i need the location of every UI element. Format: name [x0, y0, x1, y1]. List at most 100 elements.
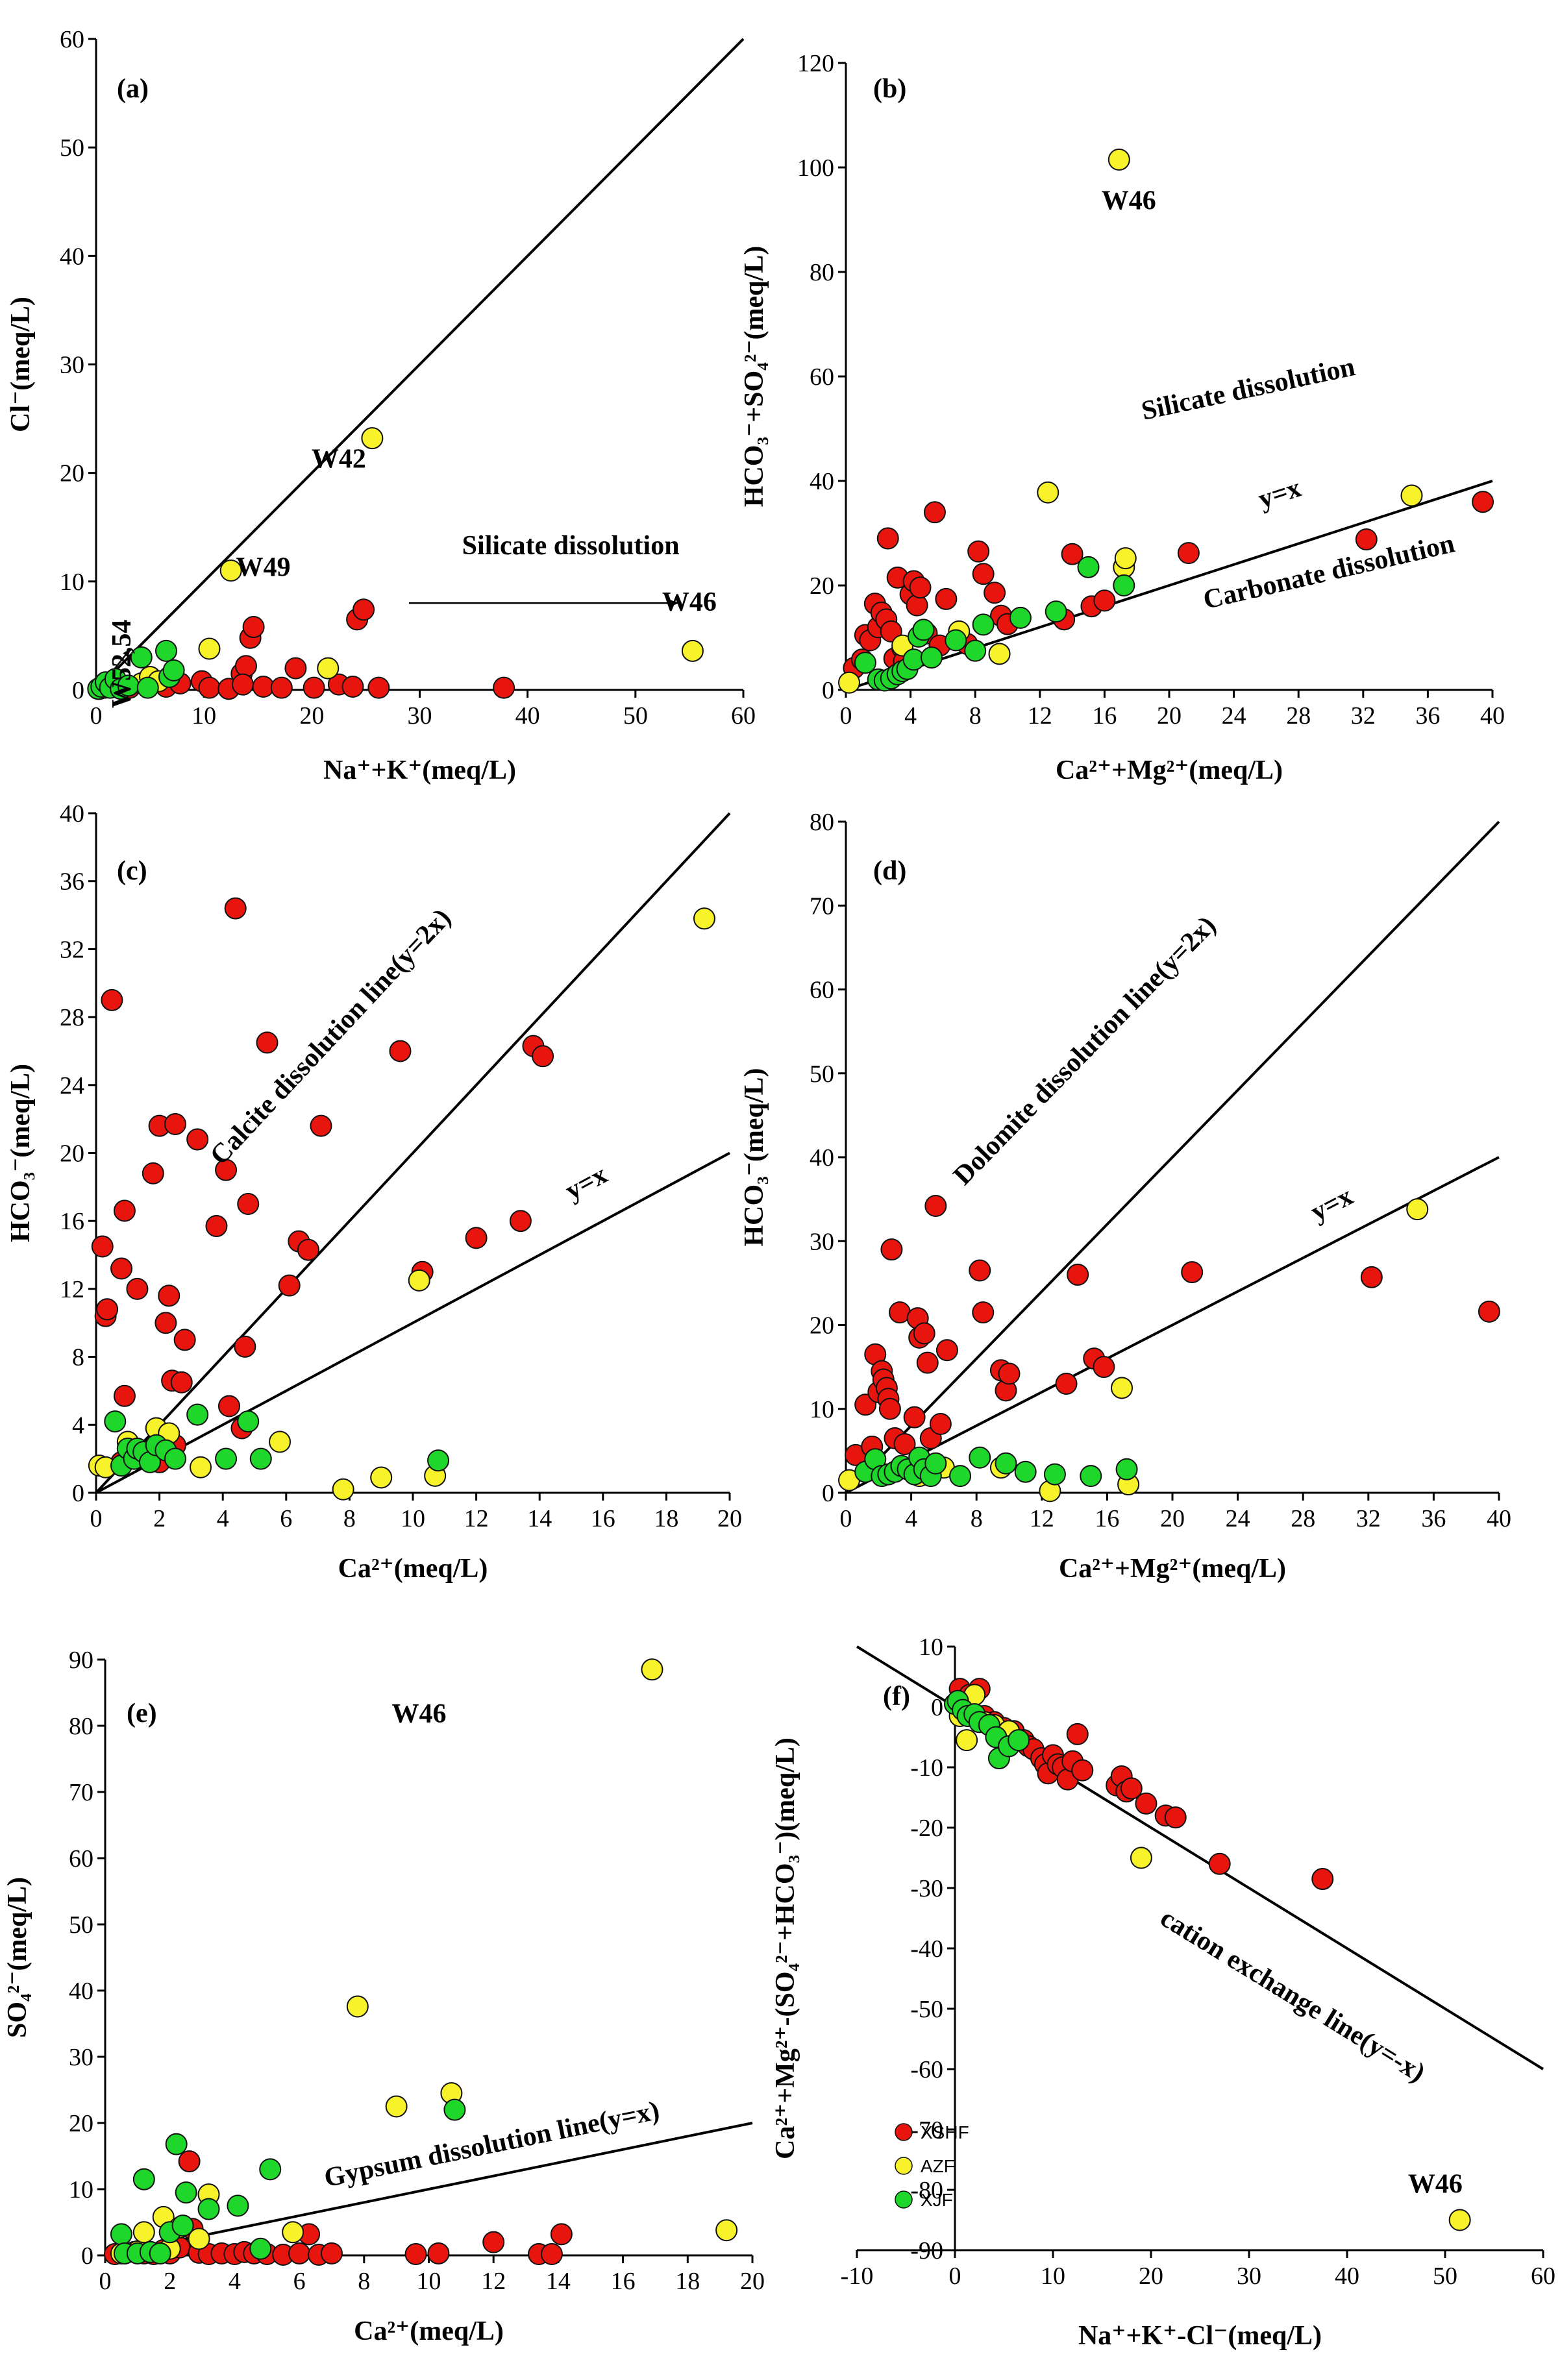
data-point-xshf: [198, 676, 221, 699]
data-point-xjf: [427, 1449, 450, 1472]
legend-label: AZF: [921, 2156, 955, 2176]
y-tick-label: 0: [822, 1480, 834, 1507]
data-point-xshf: [532, 1045, 554, 1068]
data-point-azf: [370, 1466, 393, 1489]
x-tick-label: 2: [153, 1505, 166, 1532]
x-tick-label: 10: [192, 702, 216, 730]
annotation: Silicate dissolution: [462, 531, 680, 561]
x-tick-label: 20: [717, 1505, 742, 1532]
data-point-azf: [641, 1658, 663, 1681]
data-point-xjf: [443, 2098, 466, 2121]
data-point-xshf: [126, 1277, 149, 1300]
x-tick-label: 12: [464, 1505, 489, 1532]
y-tick-label: 0: [81, 2242, 93, 2270]
data-point-xshf: [252, 675, 275, 698]
x-tick-label: 40: [515, 702, 540, 730]
y-tick-label: 24: [60, 1072, 84, 1099]
annotation: Gypsum dissolution line(y=x): [321, 2096, 662, 2193]
x-tick-label: 12: [1028, 702, 1052, 730]
data-point-xjf: [215, 1447, 238, 1470]
annotation: y=x: [1255, 473, 1305, 515]
annotation: cation exchange line(y=-x): [1155, 1903, 1430, 2088]
x-axis-label: Ca²⁺+Mg²⁺(meq/L): [1059, 1554, 1286, 1584]
panel-label: (f): [883, 1682, 910, 1711]
data-point-xshf: [91, 1235, 114, 1258]
data-point-xshf: [303, 676, 325, 699]
data-point-xjf: [1043, 1463, 1066, 1486]
x-tick-label: 32: [1356, 1505, 1381, 1532]
panel-f: -10 0 10 20 30 40 50 60 10 0 -10 -20 -30 -40 -50 -60 -70…: [771, 1634, 1555, 2351]
y-tick-label: 20: [69, 2110, 93, 2137]
data-point-xshf: [909, 576, 932, 599]
data-point-xjf: [1008, 1729, 1030, 1752]
data-point-xjf: [171, 2214, 194, 2237]
data-point-xjf: [1113, 574, 1135, 596]
data-point-xjf: [249, 1447, 272, 1470]
y-tick-label: 70: [69, 1779, 93, 1806]
x-tick-label: 12: [481, 2268, 506, 2295]
x-tick-label: 0: [90, 702, 103, 730]
x-tick-label: 6: [293, 2268, 306, 2295]
x-tick-label: 14: [527, 1505, 552, 1532]
data-point-azf: [1406, 1198, 1429, 1221]
y-tick-label: 80: [69, 1713, 93, 1740]
data-point-xshf: [224, 897, 247, 920]
data-point-xshf: [893, 1433, 916, 1456]
y-tick-label: 60: [60, 26, 84, 53]
y-tick-label: 36: [60, 868, 84, 896]
x-tick-label: 40: [1487, 1505, 1511, 1532]
reference-line: [845, 480, 1493, 691]
data-point-xshf: [550, 2223, 573, 2246]
x-tick-label: 0: [840, 1505, 852, 1532]
data-point-xshf: [158, 1284, 180, 1307]
y-axis-label: Cl⁻(meq/L): [6, 297, 36, 432]
annotation: W52,54: [107, 620, 137, 709]
data-point-xshf: [242, 616, 265, 639]
y-tick-label: -50: [910, 1996, 943, 2023]
data-point-xjf: [155, 639, 178, 662]
y-tick-label: 0: [72, 1480, 84, 1507]
y-axis-label: SO₄²⁻(meq/L): [3, 1877, 32, 2038]
data-point-xjf: [197, 2198, 220, 2220]
x-tick-label: 14: [546, 2268, 571, 2295]
data-point-xjf: [104, 1410, 127, 1433]
data-point-xshf: [1164, 1806, 1187, 1829]
annotation: y=x: [1306, 1181, 1358, 1227]
reference-line: [95, 1151, 730, 1494]
y-tick-label: 8: [72, 1344, 84, 1371]
x-tick-label: 16: [1092, 702, 1117, 730]
data-point-xshf: [540, 2242, 563, 2265]
annotation: W46: [662, 587, 717, 617]
x-tick-label: 20: [740, 2268, 765, 2295]
y-axis-label: HCO₃⁻(meq/L): [6, 1064, 36, 1242]
data-point-xshf: [1181, 1261, 1204, 1284]
y-tick-label: 20: [60, 1140, 84, 1168]
data-point-xshf: [205, 1215, 228, 1238]
y-tick-label: -40: [910, 1935, 943, 1963]
panel-e: 0 2 4 6 8 10 12 14 16 18 20 0 10 20 30 40 50 60 70 80 90 W46 G…: [3, 1647, 765, 2346]
x-tick-label: 0: [949, 2263, 961, 2290]
data-point-xshf: [984, 582, 1006, 604]
data-point-xshf: [270, 676, 293, 699]
y-tick-label: 20: [810, 572, 834, 600]
x-tick-label: 20: [299, 702, 324, 730]
y-tick-label: 60: [810, 977, 834, 1004]
data-point-azf: [837, 671, 860, 694]
data-point-azf: [332, 1478, 354, 1501]
reference-line: [105, 2122, 753, 2257]
y-tick-label: 30: [60, 352, 84, 379]
y-tick-label: 10: [60, 569, 84, 596]
y-tick-label: 90: [69, 1647, 93, 1674]
data-point-xjf: [972, 613, 995, 636]
x-tick-label: 40: [1480, 702, 1505, 730]
data-point-azf: [346, 1995, 369, 2018]
y-tick-label: 0: [931, 1694, 943, 1721]
data-point-xshf: [170, 1371, 193, 1393]
annotation: Silicate dissolution: [1139, 352, 1357, 426]
data-point-xshf: [1135, 1792, 1158, 1815]
y-tick-label: 80: [810, 259, 834, 286]
data-point-xjf: [964, 639, 987, 662]
data-point-xshf: [1478, 1300, 1500, 1323]
